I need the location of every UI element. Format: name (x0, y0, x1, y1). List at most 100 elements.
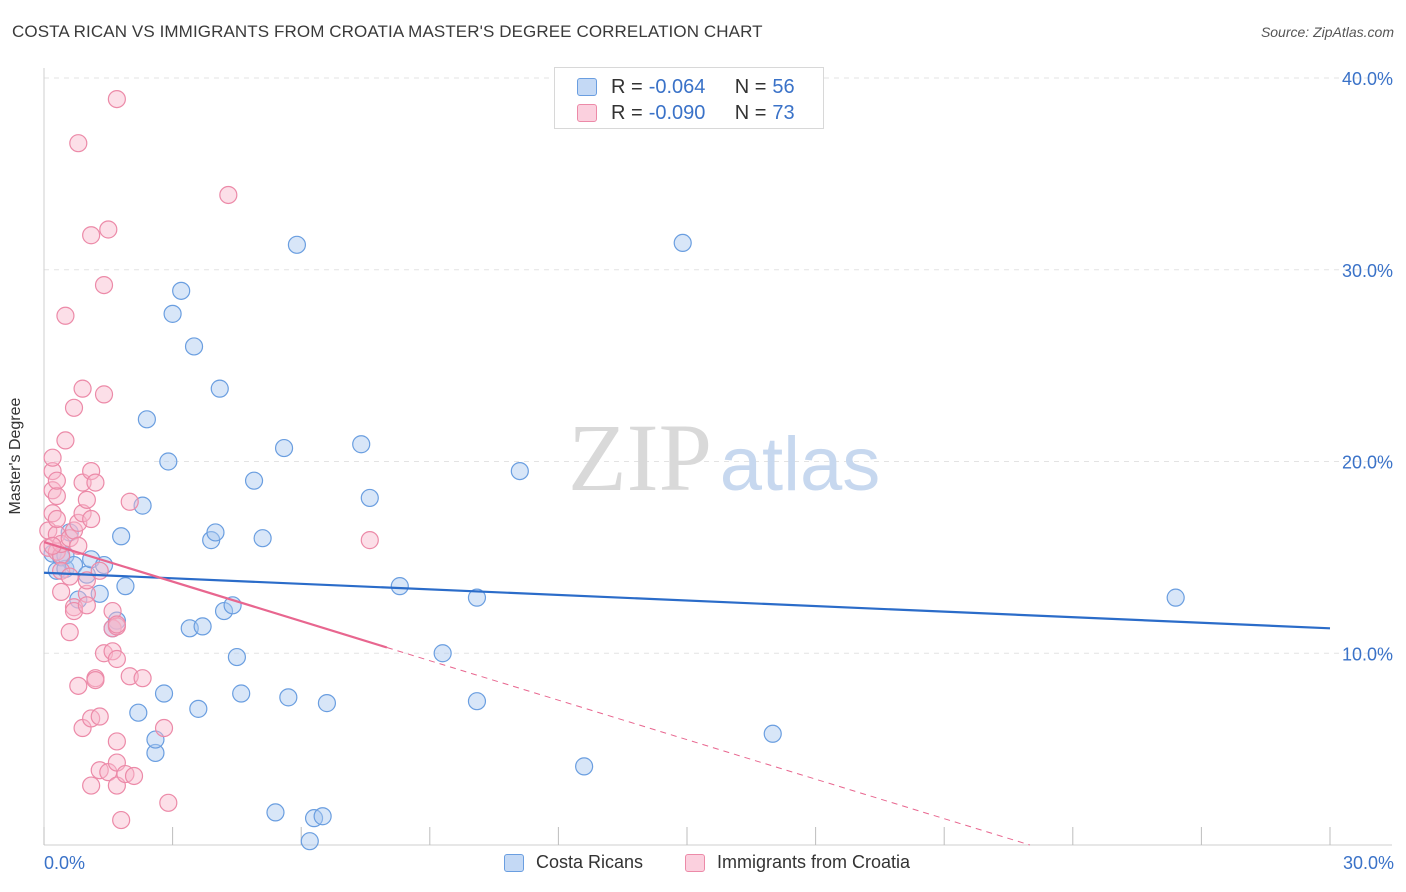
x-tick-min: 0.0% (44, 853, 86, 873)
grid-lines (44, 77, 1392, 654)
pink-swatch (685, 853, 705, 872)
watermark: ZIP atlas (568, 404, 880, 511)
legend-label: Immigrants from Croatia (717, 852, 911, 872)
point-costa-ricans (763, 724, 782, 743)
r-value: -0.090 (648, 101, 706, 124)
stats-row-costa-ricans: R = -0.064 N = 56 (577, 75, 795, 99)
point-croatia (69, 676, 88, 695)
legend-item-croatia[interactable]: Immigrants from Croatia (685, 852, 910, 873)
point-costa-ricans (575, 757, 594, 776)
trend-line-costa-ricans (43, 571, 1331, 630)
stats-legend: R = -0.064 N = 56 R = -0.090 N = 73 (554, 67, 824, 129)
series-legend: Costa Ricans Immigrants from Croatia (0, 852, 1406, 876)
point-croatia (77, 596, 96, 615)
point-costa-ricans (116, 577, 135, 596)
point-costa-ricans (287, 235, 307, 254)
point-costa-ricans (313, 807, 332, 826)
point-costa-ricans (232, 684, 251, 703)
y-tick-label: 20.0% (1342, 453, 1393, 473)
point-croatia (43, 536, 62, 555)
point-costa-ricans (163, 304, 182, 323)
point-croatia (47, 471, 66, 490)
point-costa-ricans (467, 588, 487, 607)
point-croatia (124, 766, 144, 786)
point-costa-ricans (129, 703, 148, 722)
point-croatia (107, 615, 126, 634)
point-costa-ricans (279, 688, 298, 707)
point-costa-ricans (673, 233, 692, 253)
n-value: 56 (772, 75, 795, 98)
stats-row-croatia: R = -0.090 N = 73 (577, 101, 795, 125)
blue-swatch (504, 853, 524, 872)
point-croatia (56, 431, 75, 450)
legend-item-costa-ricans[interactable]: Costa Ricans (504, 852, 643, 873)
point-croatia (154, 718, 174, 738)
r-value: -0.064 (648, 75, 706, 98)
point-costa-ricans (172, 281, 191, 300)
point-croatia (82, 776, 101, 795)
point-croatia (77, 571, 96, 590)
point-costa-ricans (352, 435, 371, 454)
point-costa-ricans (137, 410, 156, 429)
pink-swatch (577, 104, 597, 122)
point-croatia (120, 492, 139, 511)
point-costa-ricans (253, 529, 272, 548)
point-croatia (56, 306, 75, 325)
point-costa-ricans (159, 452, 178, 471)
point-croatia (43, 461, 62, 481)
point-costa-ricans (193, 617, 212, 636)
y-tick-label: 40.0% (1342, 69, 1393, 89)
point-croatia (69, 536, 88, 555)
point-croatia (52, 582, 71, 601)
n-label: N = (734, 75, 767, 98)
point-croatia (94, 385, 114, 404)
y-tick-labels: 10.0% 20.0% 30.0% 40.0% (1342, 69, 1393, 664)
series-immigrants-from-croatia (39, 89, 379, 830)
chart-title: COSTA RICAN VS IMMIGRANTS FROM CROATIA M… (12, 22, 763, 41)
point-costa-ricans (206, 523, 225, 542)
y-tick-label: 10.0% (1342, 644, 1393, 664)
point-croatia (82, 461, 101, 481)
point-croatia (77, 490, 96, 509)
point-croatia (86, 670, 105, 690)
point-costa-ricans (467, 692, 487, 711)
point-croatia (133, 669, 152, 688)
point-croatia (107, 89, 126, 109)
point-croatia (47, 509, 66, 529)
trend-extension-croatia (386, 647, 1031, 846)
point-croatia (86, 473, 105, 492)
point-costa-ricans (360, 488, 379, 508)
trend-lines (43, 540, 1331, 846)
point-costa-ricans (274, 438, 294, 458)
point-croatia (90, 707, 109, 726)
point-costa-ricans (146, 743, 165, 763)
point-costa-ricans (317, 694, 337, 713)
point-costa-ricans (90, 584, 109, 603)
legend-label: Costa Ricans (536, 852, 644, 872)
point-costa-ricans (189, 699, 208, 718)
point-croatia (107, 649, 126, 669)
y-axis-label: Master's Degree (7, 397, 24, 515)
point-croatia (82, 509, 101, 529)
point-croatia (60, 567, 79, 586)
n-label: N = (734, 101, 767, 124)
series-costa-ricans (43, 233, 1185, 851)
point-costa-ricans (154, 684, 174, 703)
point-costa-ricans (210, 379, 229, 398)
point-croatia (112, 810, 131, 830)
point-croatia (82, 226, 101, 245)
point-costa-ricans (244, 471, 264, 490)
point-croatia (60, 623, 79, 642)
axes (43, 68, 1392, 846)
point-croatia (47, 486, 66, 506)
point-costa-ricans (510, 461, 529, 481)
point-croatia (99, 220, 118, 239)
blue-swatch (577, 78, 597, 96)
point-costa-ricans (1166, 588, 1185, 607)
point-costa-ricans (300, 832, 319, 851)
point-costa-ricans (390, 577, 409, 596)
point-costa-ricans (433, 644, 452, 663)
watermark-zip: ZIP (568, 404, 712, 511)
point-croatia (107, 732, 126, 751)
